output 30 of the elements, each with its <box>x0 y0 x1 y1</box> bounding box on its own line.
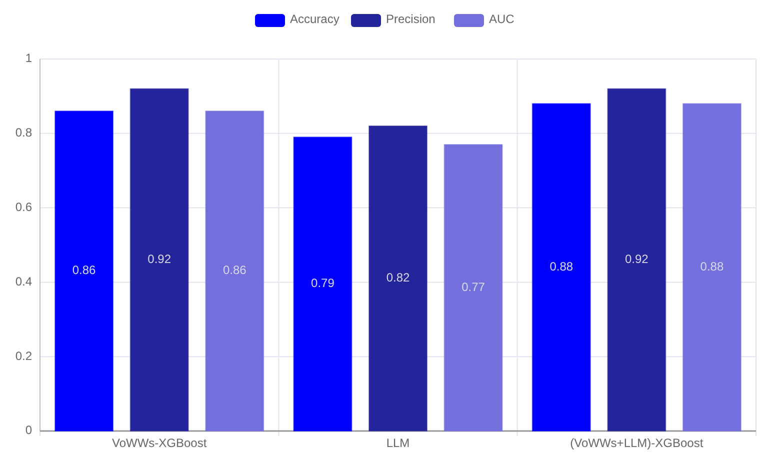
data-label: 0.86 <box>72 263 96 278</box>
data-label: 0.86 <box>222 263 247 278</box>
y-tick-label: 0.4 <box>15 274 32 288</box>
bar <box>54 110 114 432</box>
legend-label: Precision <box>386 12 436 26</box>
legend-label: AUC <box>489 12 515 26</box>
y-tick-label: 0.6 <box>15 200 32 214</box>
y-tick-label: 0.2 <box>15 348 32 363</box>
data-label: 0.82 <box>386 270 410 285</box>
data-label: 0.88 <box>550 259 574 274</box>
x-tick-label: VoWWs-XGBoost <box>112 436 208 450</box>
y-tick-label: 0.8 <box>15 126 32 140</box>
data-label: 0.88 <box>700 259 724 274</box>
bar <box>205 110 264 432</box>
bar <box>130 88 189 432</box>
data-label: 0.79 <box>311 276 335 290</box>
data-label: 0.92 <box>624 252 649 266</box>
y-tick-label: 0 <box>25 423 32 438</box>
x-tick-label: (VoWWs+LLM)-XGBoost <box>570 436 704 450</box>
bar <box>368 125 428 432</box>
data-label: 0.77 <box>462 280 486 294</box>
bar <box>444 144 503 432</box>
bar <box>532 103 591 432</box>
legend-label: Accuracy <box>290 12 340 26</box>
bar <box>607 88 666 432</box>
data-label: 0.92 <box>148 252 172 266</box>
x-tick-label: LLM <box>386 436 410 450</box>
bar <box>293 136 352 432</box>
bar <box>682 103 742 432</box>
y-tick-label: 1 <box>25 51 32 66</box>
